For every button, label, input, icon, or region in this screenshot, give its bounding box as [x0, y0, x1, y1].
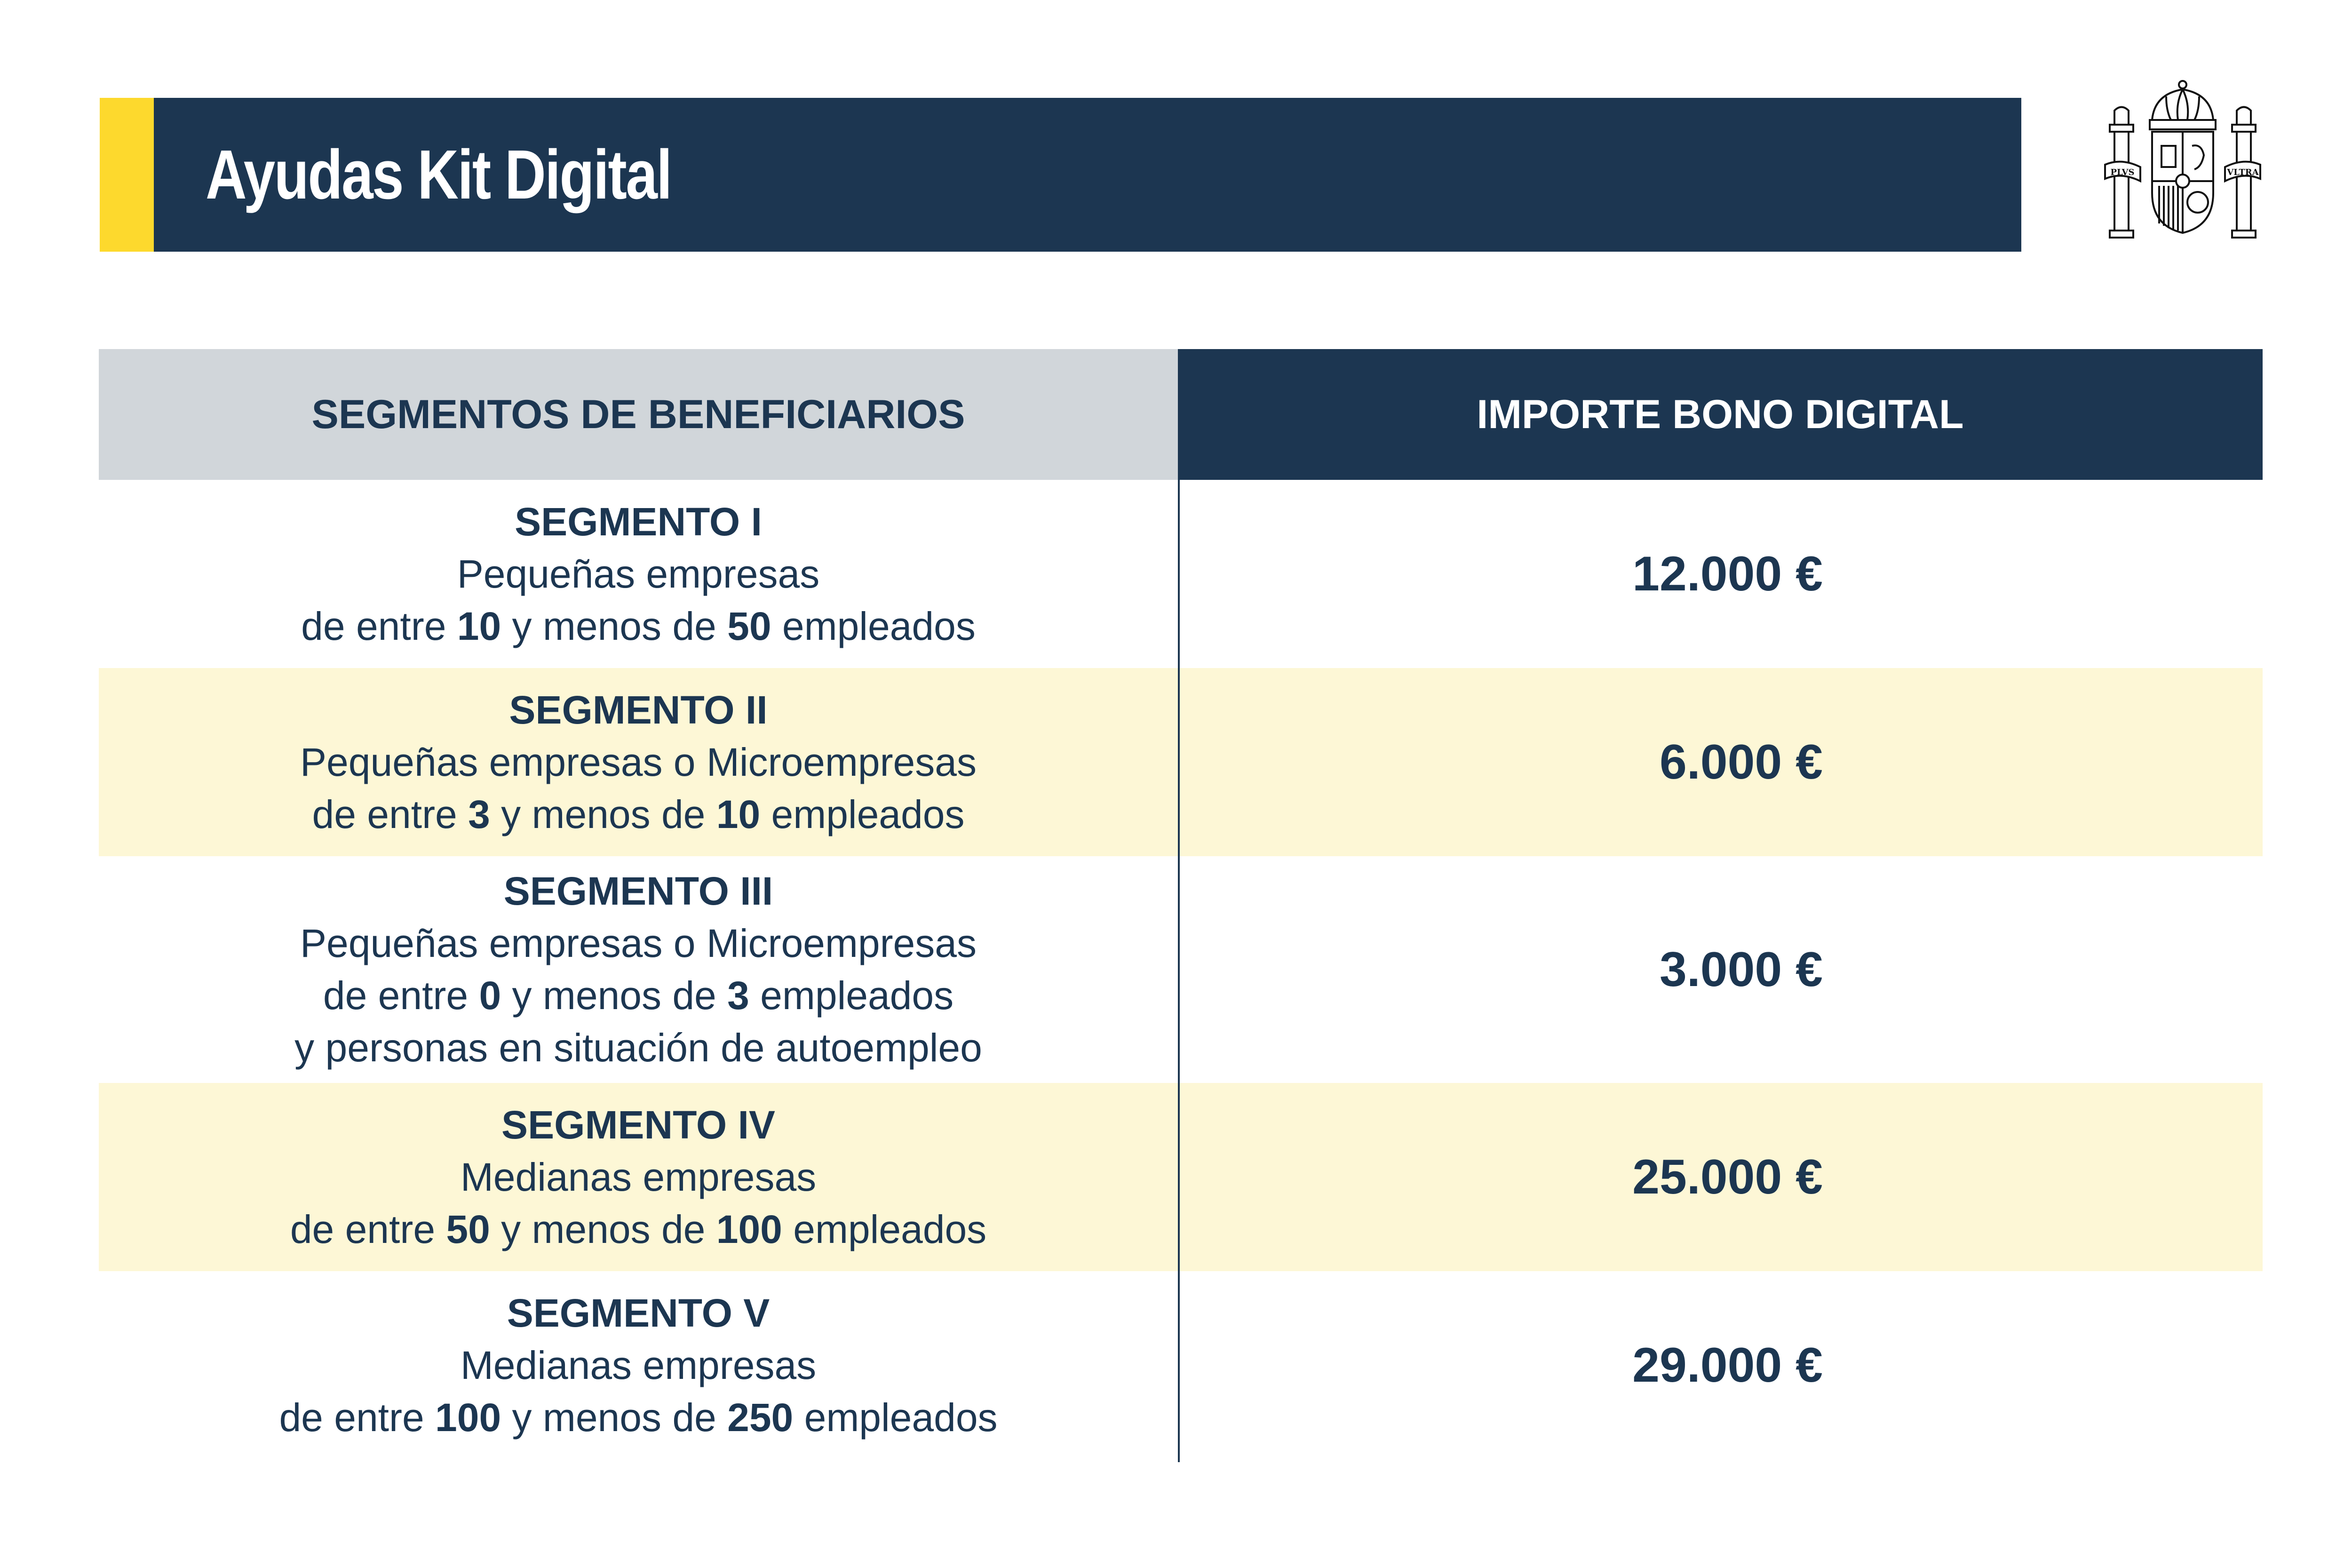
segment-description: Pequeñas empresas o Microempresas	[300, 921, 977, 965]
header-segments: SEGMENTOS DE BENEFICIARIOS	[99, 349, 1178, 480]
emblem-motto-left: PLVS	[2110, 167, 2134, 177]
range-max: 100	[716, 1207, 782, 1251]
table-row: SEGMENTO III Pequeñas empresas o Microem…	[99, 856, 2263, 1083]
range-text: de entre	[323, 973, 479, 1018]
title-accent-stripe	[100, 98, 154, 252]
segment-cell: SEGMENTO I Pequeñas empresas de entre 10…	[99, 480, 1178, 668]
range-text: de entre	[312, 792, 469, 836]
spain-coat-of-arms-icon: PLVS VLTRA	[2104, 80, 2261, 239]
segment-description: Pequeñas empresas o Microempresas	[300, 740, 977, 784]
column-divider	[1178, 480, 1180, 1462]
range-min: 10	[457, 604, 501, 648]
range-text: y menos de	[501, 1395, 728, 1440]
amount-cell: 6.000 €	[1660, 734, 1823, 789]
range-text: empleados	[749, 973, 954, 1018]
amount-cell: 25.000 €	[1632, 1149, 1823, 1204]
amount-cell: 29.000 €	[1632, 1337, 1823, 1393]
segment-cell: SEGMENTO III Pequeñas empresas o Microem…	[99, 856, 1178, 1083]
segment-description: Medianas empresas	[460, 1154, 817, 1199]
range-text: de entre	[279, 1395, 436, 1440]
range-min: 50	[446, 1207, 490, 1251]
range-text: empleados	[793, 1395, 998, 1440]
amount-cell: 12.000 €	[1632, 546, 1823, 601]
segment-description: Medianas empresas	[460, 1343, 817, 1387]
segment-cell: SEGMENTO V Medianas empresas de entre 10…	[99, 1271, 1178, 1459]
segment-range: de entre 50 y menos de 100 empleados	[290, 1203, 986, 1256]
range-min: 0	[479, 973, 501, 1018]
header-amount: IMPORTE BONO DIGITAL	[1178, 349, 2263, 480]
title-banner: Ayudas Kit Digital	[100, 98, 2021, 252]
segment-name: SEGMENTO IV	[501, 1102, 775, 1147]
range-text: de entre	[290, 1207, 446, 1251]
segment-extra: y personas en situación de autoempleo	[294, 1026, 982, 1070]
range-min: 3	[468, 792, 490, 836]
segment-cell: SEGMENTO II Pequeñas empresas o Microemp…	[99, 668, 1178, 856]
table-row: SEGMENTO V Medianas empresas de entre 10…	[99, 1271, 2263, 1459]
table-row: SEGMENTO I Pequeñas empresas de entre 10…	[99, 480, 2263, 668]
segment-description: Pequeñas empresas	[457, 551, 820, 596]
segment-range: de entre 3 y menos de 10 empleados	[312, 788, 965, 841]
amount-cell: 3.000 €	[1660, 942, 1823, 997]
range-text: empleados	[782, 1207, 987, 1251]
table-header: SEGMENTOS DE BENEFICIARIOS IMPORTE BONO …	[99, 349, 2263, 480]
segment-name: SEGMENTO III	[503, 869, 773, 913]
range-text: y menos de	[501, 973, 728, 1018]
range-max: 50	[727, 604, 771, 648]
range-text: y menos de	[490, 792, 716, 836]
table-row: SEGMENTO IV Medianas empresas de entre 5…	[99, 1083, 2263, 1271]
emblem-motto-right: VLTRA	[2226, 167, 2259, 177]
segment-cell: SEGMENTO IV Medianas empresas de entre 5…	[99, 1083, 1178, 1271]
range-text: de entre	[301, 604, 457, 648]
range-min: 100	[435, 1395, 501, 1440]
segment-range: de entre 100 y menos de 250 empleados	[279, 1392, 997, 1444]
range-text: empleados	[771, 604, 976, 648]
range-text: y menos de	[490, 1207, 716, 1251]
segment-name: SEGMENTO V	[507, 1290, 770, 1335]
segment-range: de entre 0 y menos de 3 empleados	[323, 970, 954, 1022]
range-max: 10	[716, 792, 761, 836]
range-max: 3	[727, 973, 749, 1018]
range-text: empleados	[760, 792, 965, 836]
table-row: SEGMENTO II Pequeñas empresas o Microemp…	[99, 668, 2263, 856]
page-title: Ayudas Kit Digital	[206, 136, 672, 214]
range-max: 250	[727, 1395, 794, 1440]
segment-name: SEGMENTO II	[509, 687, 768, 732]
range-text: y menos de	[501, 604, 728, 648]
kit-digital-table: SEGMENTOS DE BENEFICIARIOS IMPORTE BONO …	[99, 349, 2263, 1459]
segment-range: de entre 10 y menos de 50 empleados	[301, 600, 976, 653]
segment-name: SEGMENTO I	[515, 499, 762, 544]
